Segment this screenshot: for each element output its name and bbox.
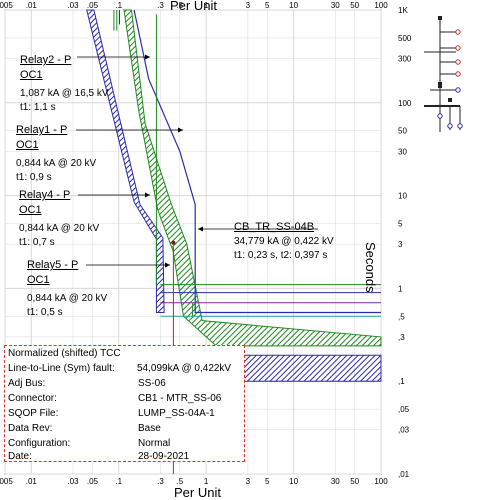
- x-tick-label: 50: [350, 477, 359, 486]
- info-fault-value: 54,099kA @ 0,422kV: [137, 363, 232, 374]
- y-tick-label: 5: [398, 220, 403, 229]
- info-row-value: Base: [138, 423, 161, 434]
- breaker-label: CB_TR_SS-04B 34,779 kA @ 0,422 kV t1: 0,…: [234, 220, 334, 263]
- relay4-leader-arrow: [145, 192, 150, 198]
- relay1-time: t1: 0,9 s: [16, 172, 52, 183]
- info-row-label: Adj Bus:: [8, 378, 46, 389]
- x-tick-label: 50: [350, 1, 359, 10]
- x-tick-label: .05: [87, 477, 99, 486]
- info-title: Normalized (shifted) TCC: [8, 348, 121, 359]
- y-tick-label: ,05: [398, 405, 410, 414]
- relay1-curve: [133, 9, 381, 314]
- y-tick-label: 50: [398, 127, 407, 136]
- info-row-value: CB1 - MTR_SS-06: [138, 393, 222, 404]
- x-axis-title-top: Per Unit: [170, 0, 217, 13]
- x-tick-label: 100: [374, 477, 388, 486]
- info-row-value: SS-06: [138, 378, 166, 389]
- y-tick-label: 1K: [398, 6, 408, 15]
- y-tick-label: ,1: [398, 377, 405, 386]
- x-tick-label: .3: [157, 477, 164, 486]
- info-row-label: Configuration:: [8, 438, 71, 449]
- x-tick-label: 5: [265, 1, 270, 10]
- relay5-subtitle: OC1: [27, 274, 50, 286]
- relay4-curve: [123, 9, 382, 347]
- relay4-time: t1: 0,7 s: [19, 237, 55, 248]
- relay2-current: 1,087 kA @ 16,5 kV: [20, 88, 109, 99]
- fault-marker-dot: [171, 240, 176, 245]
- y-axis-title: Seconds: [363, 242, 378, 293]
- relay4-subtitle: OC1: [19, 204, 42, 216]
- breaker-title: CB_TR_SS-04B: [234, 221, 315, 233]
- info-row-label: Connector:: [8, 393, 57, 404]
- x-tick-label: .5: [177, 477, 184, 486]
- x-tick-label: 5: [265, 477, 270, 486]
- y-tick-label: ,5: [398, 312, 405, 321]
- relay1-subtitle: OC1: [16, 139, 39, 151]
- x-axis-title-bottom: Per Unit: [174, 485, 221, 500]
- relay5-current: 0,844 kA @ 20 kV: [27, 293, 108, 304]
- x-tick-label: 10: [289, 477, 298, 486]
- x-tick-label: .03: [67, 1, 79, 10]
- y-tick-label: ,03: [398, 426, 410, 435]
- info-row-label: SQOP File:: [8, 408, 59, 419]
- relay2-time: t1: 1,1 s: [20, 102, 56, 113]
- y-tick-label: 300: [398, 55, 412, 64]
- y-tick-label: 100: [398, 99, 412, 108]
- x-tick-label: 10: [289, 1, 298, 10]
- x-tick-label: 1: [204, 477, 209, 486]
- x-tick-label: .01: [26, 1, 38, 10]
- relay5-leader-arrow: [165, 262, 170, 268]
- breaker-time: t1: 0,23 s, t2: 0,397 s: [234, 250, 328, 261]
- x-tick-label: .05: [87, 1, 99, 10]
- relay1-current: 0,844 kA @ 20 kV: [16, 158, 97, 169]
- x-tick-label: 100: [374, 1, 388, 10]
- x-tick-label: 3: [246, 1, 251, 10]
- y-tick-label: ,3: [398, 333, 405, 342]
- relay5-label: Relay5 - P OC1 0,844 kA @ 20 kV t1: 0,5 …: [27, 258, 107, 320]
- x-tick-label: .005: [0, 1, 13, 10]
- relay1-leader-arrow: [178, 127, 183, 133]
- y-tick-label: ,01: [398, 470, 410, 479]
- relay4-label: Relay4 - P OC1 0,844 kA @ 20 kV t1: 0,7 …: [19, 188, 99, 250]
- x-tick-label: .01: [26, 477, 38, 486]
- y-tick-label: 30: [398, 147, 407, 156]
- y-tick-label: 500: [398, 34, 412, 43]
- relay4-title: Relay4 - P: [19, 189, 71, 201]
- x-tick-label: 30: [331, 477, 340, 486]
- relay2-subtitle: OC1: [20, 69, 43, 81]
- info-row-value: Normal: [138, 438, 171, 449]
- x-tick-label: .5: [177, 1, 184, 10]
- info-box: Normalized (shifted) TCC Line-to-Line (S…: [4, 345, 245, 462]
- x-tick-label: .1: [115, 477, 122, 486]
- single-line-diagram-icon: [424, 16, 463, 132]
- relay1-label: Relay1 - P OC1 0,844 kA @ 20 kV t1: 0,9 …: [16, 123, 96, 185]
- relay2-curve: [86, 9, 165, 313]
- info-row-value: 28-09-2021: [138, 451, 190, 462]
- relay4-current: 0,844 kA @ 20 kV: [19, 223, 100, 234]
- x-tick-label: 30: [331, 1, 340, 10]
- breaker-leader-arrow: [198, 226, 203, 232]
- breaker-current: 34,779 kA @ 0,422 kV: [234, 236, 334, 247]
- x-tick-label: .3: [157, 1, 164, 10]
- relay2-leader-arrow: [145, 54, 150, 60]
- x-tick-label: 3: [246, 477, 251, 486]
- x-tick-label: 1: [204, 1, 209, 10]
- relay5-time: t1: 0,5 s: [27, 307, 63, 318]
- info-row-label: Date:: [8, 451, 32, 462]
- x-tick-label: .03: [67, 477, 79, 486]
- relay1-title: Relay1 - P: [16, 124, 68, 136]
- relay2-label: Relay2 - P OC1 1,087 kA @ 16,5 kV t1: 1,…: [20, 53, 109, 115]
- x-tick-label: .005: [0, 477, 13, 486]
- x-tick-label: .1: [115, 1, 122, 10]
- info-fault-label: Line-to-Line (Sym) fault:: [8, 363, 115, 374]
- relay2-title: Relay2 - P: [20, 54, 72, 66]
- y-tick-label: 3: [398, 240, 403, 249]
- info-row-label: Data Rev:: [8, 423, 53, 434]
- info-row-value: LUMP_SS-04A-1: [138, 408, 215, 419]
- relay5-title: Relay5 - P: [27, 259, 79, 271]
- y-tick-label: 1: [398, 284, 403, 293]
- y-tick-label: 10: [398, 192, 407, 201]
